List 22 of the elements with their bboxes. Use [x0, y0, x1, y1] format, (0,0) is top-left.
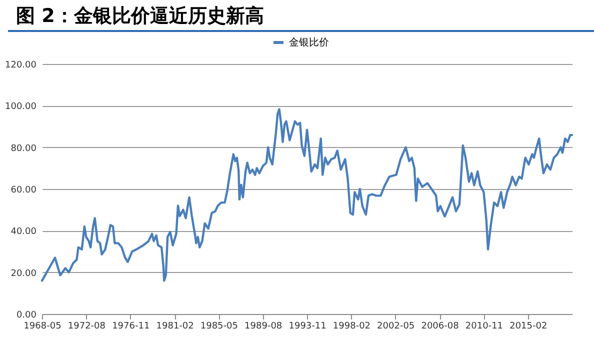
- y-tick-label: 60.00: [10, 186, 37, 196]
- x-tick-label: 1968-05: [24, 322, 62, 332]
- y-tick-label: 40.00: [10, 227, 37, 238]
- legend-label: 金银比价: [289, 36, 329, 48]
- y-tick-label: 0.00: [16, 310, 37, 320]
- x-tick-label: 2015-02: [510, 322, 548, 332]
- chart-title: 图 2：金银比价逼近历史新高: [15, 4, 265, 29]
- y-tick-label: 100.00: [5, 102, 37, 112]
- x-tick-label: 1985-05: [200, 322, 238, 332]
- x-tick-label: 1989-08: [244, 322, 282, 332]
- y-tick-label: 120.00: [5, 60, 37, 70]
- line-series: [40, 108, 574, 282]
- x-tick-label: 1981-02: [156, 322, 194, 332]
- x-tick-label: 1998-02: [332, 322, 371, 332]
- x-tick-label: 2010-11: [465, 322, 504, 332]
- y-tick-label: 80.00: [10, 144, 37, 154]
- x-tick-label: 1972-08: [68, 322, 106, 332]
- x-tick-label: 2002-05: [377, 322, 415, 332]
- x-tick-label: 1993-11: [288, 322, 326, 332]
- x-tick-label: 1976-11: [112, 322, 150, 332]
- x-tick-label: 2006-08: [421, 322, 460, 332]
- y-tick-label: 20.00: [10, 268, 37, 279]
